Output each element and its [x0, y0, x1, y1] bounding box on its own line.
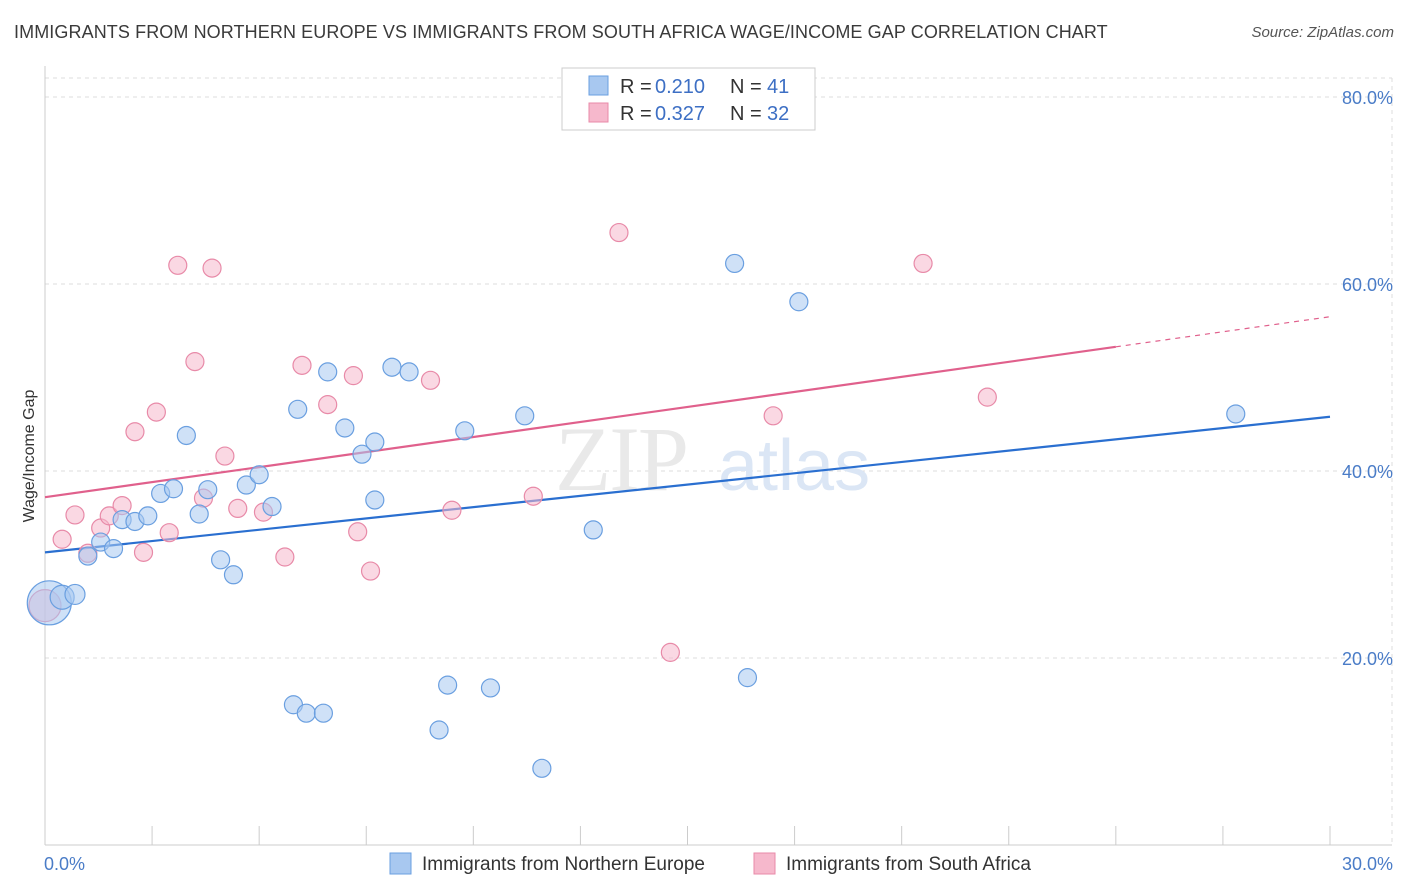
point-blue [481, 679, 499, 697]
y-tick-label: 40.0% [1342, 462, 1393, 482]
point-pink [135, 543, 153, 561]
point-pink [610, 224, 628, 242]
point-blue [190, 505, 208, 523]
point-blue [366, 491, 384, 509]
point-pink [422, 371, 440, 389]
point-pink [216, 447, 234, 465]
point-blue [726, 254, 744, 272]
point-blue [105, 540, 123, 558]
point-blue [250, 466, 268, 484]
legend-swatch-blue [589, 76, 608, 95]
point-blue [383, 358, 401, 376]
point-pink [229, 499, 247, 517]
point-blue [212, 551, 230, 569]
series-legend-swatch-pink [754, 853, 775, 874]
point-pink [276, 548, 294, 566]
scatter-chart: ZIP atlas 20.0%40.0%60.0%80.0%0.0% 30.0% … [0, 0, 1406, 892]
point-blue [289, 400, 307, 418]
legend-swatch-pink [589, 103, 608, 122]
point-pink [443, 501, 461, 519]
point-blue [165, 480, 183, 498]
point-pink [344, 367, 362, 385]
point-pink [169, 256, 187, 274]
point-blue [263, 498, 281, 516]
point-pink [66, 506, 84, 524]
point-pink [53, 530, 71, 548]
point-blue [224, 566, 242, 584]
series-legend-swatch-blue [390, 853, 411, 874]
legend-r-label-pink: R = [620, 103, 652, 125]
legend-r-value-pink: 0.327 [655, 103, 705, 125]
point-blue [738, 669, 756, 687]
point-blue [456, 422, 474, 440]
point-blue [139, 507, 157, 525]
legend-n-label-blue: N = [730, 76, 762, 98]
legend-r-label-blue: R = [620, 76, 652, 98]
point-pink [319, 396, 337, 414]
series-legend-label-pink: Immigrants from South Africa [786, 854, 1031, 875]
legend-n-label-pink: N = [730, 103, 762, 125]
point-blue [439, 676, 457, 694]
point-pink [914, 254, 932, 272]
point-pink [362, 562, 380, 580]
point-pink [524, 487, 542, 505]
point-pink [764, 407, 782, 425]
point-pink [147, 403, 165, 421]
point-pink [203, 259, 221, 277]
y-tick-label: 20.0% [1342, 649, 1393, 669]
legend: R = 0.210 N = 41 R = 0.327 N = 32 [562, 68, 815, 130]
point-blue [319, 363, 337, 381]
point-blue [400, 363, 418, 381]
point-blue [336, 419, 354, 437]
point-pink [978, 388, 996, 406]
watermark-atlas: atlas [718, 426, 870, 506]
point-pink [160, 524, 178, 542]
point-pink [186, 353, 204, 371]
point-blue [65, 584, 85, 604]
point-blue [516, 407, 534, 425]
y-tick-label: 60.0% [1342, 275, 1393, 295]
point-blue [177, 426, 195, 444]
legend-r-value-blue: 0.210 [655, 76, 705, 98]
series-legend-label-blue: Immigrants from Northern Europe [422, 854, 705, 875]
point-blue [199, 481, 217, 499]
point-pink [293, 356, 311, 374]
legend-n-value-pink: 32 [767, 103, 789, 125]
series-legend: Immigrants from Northern Europe Immigran… [390, 853, 1031, 875]
point-blue [79, 547, 97, 565]
trend-line-extension-pink [1116, 317, 1330, 347]
point-pink [661, 643, 679, 661]
point-pink [349, 523, 367, 541]
point-pink [126, 423, 144, 441]
point-blue [297, 704, 315, 722]
point-blue [790, 293, 808, 311]
point-blue [430, 721, 448, 739]
x-tick-label-end: 30.0% [1342, 854, 1393, 874]
point-blue [533, 759, 551, 777]
point-blue [1227, 405, 1245, 423]
y-axis-label: Wage/Income Gap [21, 390, 38, 523]
point-blue [584, 521, 602, 539]
legend-n-value-blue: 41 [767, 76, 789, 98]
point-blue [366, 433, 384, 451]
y-tick-label: 80.0% [1342, 88, 1393, 108]
x-tick-label-start: 0.0% [44, 854, 85, 874]
point-blue [314, 704, 332, 722]
